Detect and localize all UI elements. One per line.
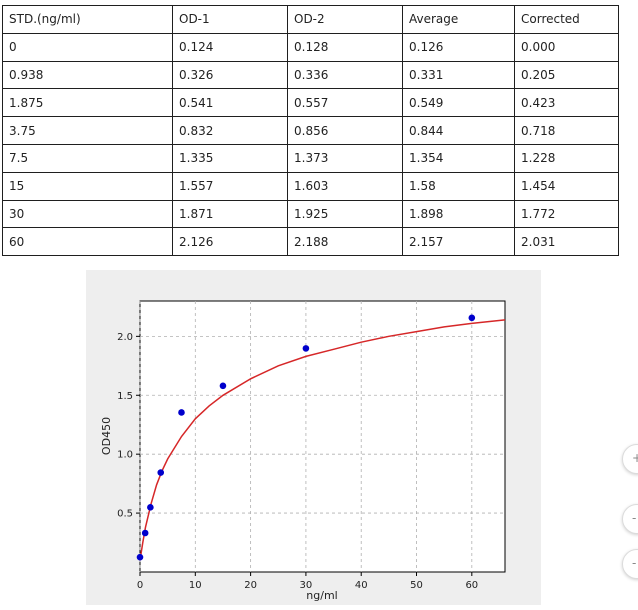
table-cell: 2.126: [172, 227, 288, 257]
header-cell-corrected: Corrected: [514, 5, 619, 34]
table-cell: 0.541: [172, 88, 288, 118]
minus-icon: -: [632, 556, 637, 570]
table-cell: 0.205: [514, 60, 619, 90]
plus-icon: +: [632, 451, 638, 465]
x-tick-label: 50: [410, 580, 423, 591]
table-cell: 1.58: [402, 171, 515, 201]
table-cell: 1.354: [402, 143, 515, 173]
plot-area: [139, 300, 506, 573]
table-cell: 0.124: [172, 32, 288, 62]
table-cell: 30: [2, 199, 173, 229]
y-tick-label: 1.5: [117, 391, 133, 402]
x-tick-label: 60: [465, 580, 478, 591]
standard-table: STD.(ng/ml) OD-1 OD-2 Average Corrected …: [2, 5, 619, 257]
data-point: [302, 345, 310, 352]
table-cell: 1.454: [514, 171, 619, 201]
table-cell: 0.938: [2, 60, 173, 90]
y-axis-label: OD450: [100, 417, 113, 455]
table-cell: 0.832: [172, 116, 288, 145]
table-cell: 1.871: [172, 199, 288, 229]
data-point: [141, 529, 149, 537]
y-tick-label: 1.0: [117, 450, 133, 461]
table-cell: 0.000: [514, 32, 619, 62]
table-cell: 0.718: [514, 116, 619, 145]
table-row: 30 1.871 1.925 1.898 1.772: [2, 199, 619, 229]
standard-table-body: STD.(ng/ml) OD-1 OD-2 Average Corrected …: [2, 5, 619, 257]
x-tick-label: 0: [137, 580, 143, 591]
x-tick-label: 40: [355, 580, 368, 591]
table-cell: 0: [2, 32, 173, 62]
x-axis-label: ng/ml: [306, 589, 337, 602]
minus-icon: -: [632, 511, 637, 525]
standard-curve-chart: 0 10 20 30 40 50 60 0.5 1.0 1.5 2.0 ng/ml OD450: [86, 270, 541, 605]
table-row: 60 2.126 2.188 2.157 2.031: [2, 227, 619, 257]
x-tick-label: 10: [189, 580, 202, 591]
header-cell-std: STD.(ng/ml): [2, 5, 173, 34]
table-cell: 7.5: [2, 143, 173, 173]
grid-lines: [139, 301, 505, 572]
side-zoom-in-button[interactable]: +: [622, 444, 638, 474]
table-cell: 0.336: [287, 60, 403, 90]
table-cell: 3.75: [2, 116, 173, 145]
table-cell: 0.128: [287, 32, 403, 62]
table-cell: 0.326: [172, 60, 288, 90]
side-zoom-out-button[interactable]: -: [622, 504, 638, 534]
table-row: 3.75 0.832 0.856 0.844 0.718: [2, 116, 619, 145]
x-tick-label: 20: [244, 580, 257, 591]
header-cell-average: Average: [402, 5, 515, 34]
table-cell: 2.157: [402, 227, 515, 257]
chart-svg: 0 10 20 30 40 50 60 0.5 1.0 1.5 2.0 ng/ml OD450: [100, 300, 506, 602]
data-point: [468, 314, 476, 322]
header-cell-od1: OD-1: [172, 5, 288, 34]
data-point: [178, 409, 185, 416]
data-point: [147, 504, 154, 511]
y-tick-label: 2.0: [117, 332, 133, 343]
table-cell: 0.331: [402, 60, 515, 90]
table-row: 1.875 0.541 0.557 0.549 0.423: [2, 88, 619, 118]
table-header-row: STD.(ng/ml) OD-1 OD-2 Average Corrected: [2, 5, 619, 34]
axis-ticks: 0 10 20 30 40 50 60 0.5 1.0 1.5 2.0: [117, 332, 478, 591]
table-cell: 0.126: [402, 32, 515, 62]
table-cell: 1.335: [172, 143, 288, 173]
table-row: 0 0.124 0.128 0.126 0.000: [2, 32, 619, 62]
table-row: 7.5 1.335 1.373 1.354 1.228: [2, 143, 619, 173]
table-cell: 1.875: [2, 88, 173, 118]
header-cell-od2: OD-2: [287, 5, 403, 34]
fit-curve-layer: [139, 319, 506, 561]
table-cell: 60: [2, 227, 173, 257]
table-cell: 1.898: [402, 199, 515, 229]
data-point: [219, 382, 227, 390]
table-cell: 1.772: [514, 199, 619, 229]
data-points: [136, 314, 476, 561]
table-cell: 0.557: [287, 88, 403, 118]
table-cell: 0.844: [402, 116, 515, 145]
table-cell: 0.423: [514, 88, 619, 118]
y-tick-label: 0.5: [117, 509, 133, 520]
table-row: 15 1.557 1.603 1.58 1.454: [2, 171, 619, 201]
data-point: [136, 553, 144, 561]
table-row: 0.938 0.326 0.336 0.331 0.205: [2, 60, 619, 90]
table-cell: 15: [2, 171, 173, 201]
table-cell: 0.856: [287, 116, 403, 145]
side-collapse-button[interactable]: -: [622, 549, 638, 579]
data-point: [157, 469, 165, 476]
table-cell: 1.925: [287, 199, 403, 229]
table-cell: 2.188: [287, 227, 403, 257]
table-cell: 2.031: [514, 227, 619, 257]
x-tick-label: 30: [300, 580, 313, 591]
table-cell: 1.228: [514, 143, 619, 173]
table-cell: 0.549: [402, 88, 515, 118]
table-cell: 1.373: [287, 143, 403, 173]
table-cell: 1.603: [287, 171, 403, 201]
fit-curve-line: [139, 319, 506, 561]
table-cell: 1.557: [172, 171, 288, 201]
